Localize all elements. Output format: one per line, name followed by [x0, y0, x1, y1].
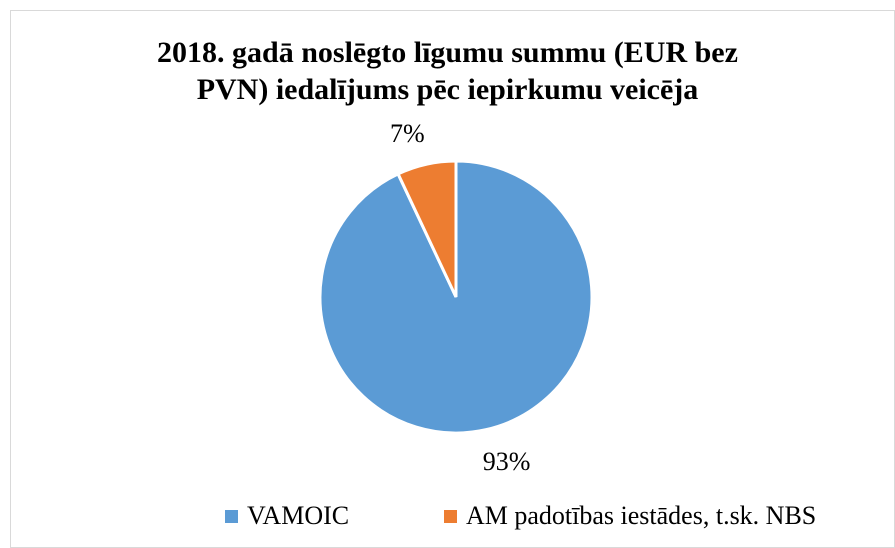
chart-title: 2018. gadā noslēgto līgumu summu (EUR be… [157, 36, 738, 106]
pie-slice [396, 159, 458, 298]
legend-swatch [444, 510, 457, 523]
legend-label: AM padotības iestādes, t.sk. NBS [466, 501, 816, 530]
data-label: 93% [483, 447, 531, 476]
legend-label: VAMOIC [247, 501, 349, 530]
legend-swatch [225, 510, 238, 523]
data-label: 7% [390, 119, 425, 148]
